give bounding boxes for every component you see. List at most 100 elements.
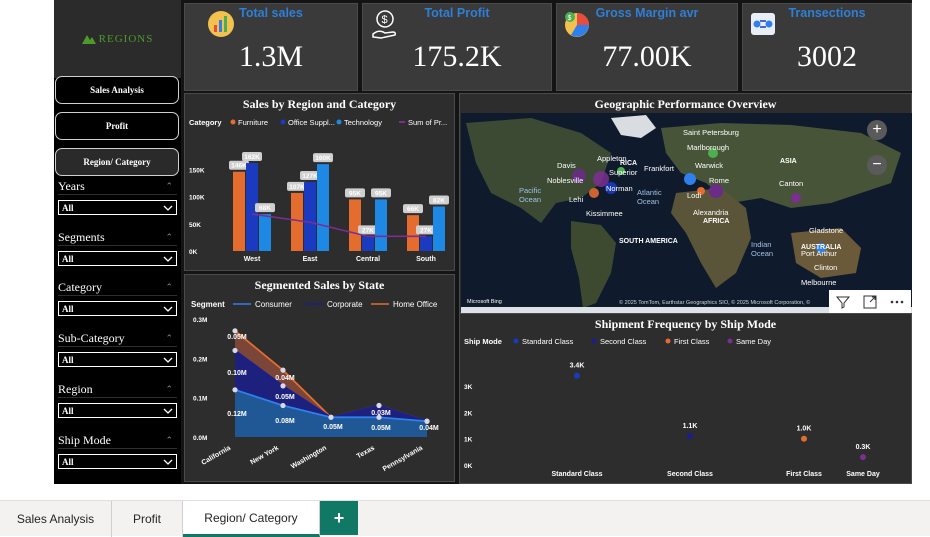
legend-label[interactable]: Technology [344, 118, 382, 127]
data-point[interactable] [687, 433, 693, 440]
map-bubble[interactable] [816, 243, 826, 253]
chart-icon [207, 10, 235, 43]
legend-label[interactable]: Standard Class [522, 337, 574, 346]
chevron-up-icon[interactable]: ⌃ [165, 383, 173, 394]
data-point[interactable] [280, 402, 286, 409]
map-bubble[interactable] [605, 182, 617, 194]
legend-label[interactable]: Second Class [600, 337, 647, 346]
more-options-icon[interactable] [890, 295, 904, 309]
legend-title: Segment [191, 300, 225, 309]
legend-label[interactable]: Office Suppl... [288, 118, 335, 127]
map-title: Geographic Performance Overview [594, 97, 777, 111]
chevron-up-icon[interactable]: ⌃ [165, 281, 173, 292]
data-point[interactable] [280, 383, 286, 389]
map-bubble[interactable] [593, 171, 609, 187]
data-point[interactable] [328, 414, 334, 420]
focus-mode-icon[interactable] [863, 295, 877, 309]
data-label: 127K [300, 171, 320, 181]
map-bubble[interactable] [684, 173, 696, 185]
world-map[interactable]: Saint Petersburg Marlborough Appleton Davis… [461, 113, 912, 313]
slicer-dropdown[interactable]: All [58, 200, 177, 215]
data-point[interactable] [232, 387, 238, 393]
data-point[interactable] [574, 372, 580, 379]
map-bubble[interactable] [572, 169, 586, 183]
legend-label[interactable]: Corporate [327, 300, 363, 309]
legend-label[interactable]: First Class [674, 337, 710, 346]
filter-icon[interactable] [835, 295, 850, 309]
slicer-dropdown[interactable]: All [58, 454, 177, 469]
bar[interactable] [304, 182, 316, 251]
legend-label[interactable]: Sum of Pr... [408, 118, 447, 127]
bar[interactable] [375, 199, 387, 251]
slicer-dropdown[interactable]: All [58, 251, 177, 266]
data-label: 160K [313, 153, 333, 163]
bar[interactable] [259, 214, 271, 251]
bar[interactable] [349, 199, 361, 251]
slicer-years: Years ⌃ All [58, 178, 177, 215]
legend-marker [336, 119, 342, 125]
kpi-card-total-profit: $ Total Profit 175.2K [362, 3, 552, 91]
slicer-title: Region ⌃ [58, 381, 177, 398]
legend-label[interactable]: Same Day [736, 337, 771, 346]
data-point[interactable] [232, 328, 238, 334]
legend-label[interactable]: Furniture [238, 118, 268, 127]
bar[interactable] [407, 215, 419, 251]
kpi-title: Transections [788, 6, 866, 20]
bar[interactable] [420, 236, 432, 251]
svg-text:127K: 127K [302, 173, 318, 180]
data-point[interactable] [280, 367, 286, 373]
bar[interactable] [291, 192, 303, 251]
tab-profit[interactable]: Profit [112, 501, 183, 537]
nav-button-region-category[interactable]: Region/ Category [55, 148, 179, 176]
zoom-in-button[interactable]: + [867, 120, 887, 140]
map-label: SOUTH AMERICA [619, 238, 678, 245]
profit-line[interactable] [251, 213, 426, 238]
map-bubble[interactable] [791, 193, 801, 203]
tab-sales-analysis[interactable]: Sales Analysis [0, 501, 112, 537]
area-series[interactable] [235, 389, 427, 437]
slicer-dropdown[interactable]: All [58, 301, 177, 316]
map-label: Saint Petersburg [683, 128, 739, 137]
map-bubble[interactable] [708, 148, 718, 158]
svg-text:162K: 162K [244, 154, 260, 161]
data-point[interactable] [232, 347, 238, 354]
slicer-dropdown[interactable]: All [58, 403, 177, 418]
bar[interactable] [317, 164, 329, 251]
bar[interactable] [246, 163, 258, 251]
map-label: Noblesville [547, 176, 583, 185]
map-bubble[interactable] [697, 187, 705, 195]
data-point[interactable] [860, 454, 866, 461]
bar[interactable] [362, 236, 374, 251]
map-bubble[interactable] [589, 188, 599, 198]
legend-title: Category [189, 118, 222, 127]
bar[interactable] [233, 171, 245, 251]
legend-label[interactable]: Consumer [255, 300, 292, 309]
chevron-up-icon[interactable]: ⌃ [165, 180, 173, 191]
map-bubble[interactable] [617, 167, 625, 175]
data-point[interactable] [424, 418, 430, 424]
chevron-up-icon[interactable]: ⌃ [165, 332, 173, 343]
data-point[interactable] [801, 435, 807, 442]
chart-title: Sales by Region and Category [242, 97, 397, 111]
nav-button-sales-analysis[interactable]: Sales Analysis [55, 76, 179, 104]
slicer-dropdown[interactable]: All [58, 352, 177, 367]
chevron-up-icon[interactable]: ⌃ [165, 434, 173, 445]
x-tick-label: California [201, 445, 233, 467]
data-point[interactable] [376, 402, 382, 409]
data-point[interactable] [376, 414, 382, 420]
slicer-title-text: Years [58, 178, 85, 193]
slicer-title: Segments ⌃ [58, 229, 177, 246]
add-page-button[interactable]: + [320, 501, 358, 535]
area-chart[interactable]: Segment Consumer Corporate Home Office 0.0M 0… [185, 275, 456, 483]
area-series[interactable] [235, 330, 427, 422]
zoom-out-button[interactable]: − [867, 155, 887, 175]
nav-button-profit[interactable]: Profit [55, 112, 179, 140]
bar[interactable] [433, 206, 445, 251]
tab-region-category[interactable]: Region/ Category [183, 501, 320, 537]
bar-chart[interactable]: Category Furniture Office Suppl... Technolo… [185, 94, 456, 272]
chevron-up-icon[interactable]: ⌃ [165, 231, 173, 242]
slicer-title: Sub-Category ⌃ [58, 330, 177, 347]
legend-label[interactable]: Home Office [393, 300, 438, 309]
scatter-chart[interactable]: Ship Mode Standard Class Second Class First… [460, 314, 913, 485]
map-bubble[interactable] [709, 184, 723, 198]
